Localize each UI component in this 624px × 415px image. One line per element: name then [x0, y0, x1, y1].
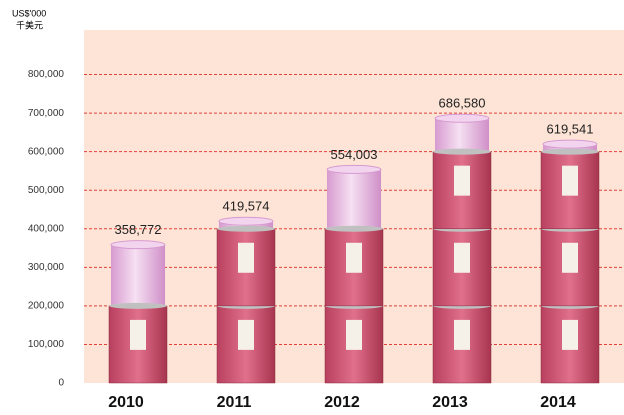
can-lid [217, 225, 275, 232]
value-label: 358,772 [115, 222, 162, 237]
bar [108, 240, 168, 384]
value-label: 686,580 [439, 96, 486, 111]
bar [540, 139, 600, 384]
bar-cap [218, 216, 274, 226]
can-label [238, 319, 254, 350]
bar [432, 113, 492, 384]
y-tick-label: 700,000 [28, 108, 65, 119]
can-label [454, 165, 470, 196]
bar-cap [434, 113, 490, 123]
can-lid [109, 302, 167, 309]
y-tick-label: 0 [58, 378, 64, 389]
can-label [238, 242, 254, 273]
can-label [562, 319, 578, 350]
y-tick-label: 400,000 [28, 223, 65, 234]
x-tick-label: 2011 [217, 394, 252, 411]
y-tick-label: 100,000 [28, 339, 65, 350]
can-label [130, 319, 146, 350]
value-label: 554,003 [331, 147, 378, 162]
can-label [454, 242, 470, 273]
can-label [346, 242, 362, 273]
x-tick-label: 2014 [540, 394, 576, 411]
x-tick-label: 2010 [108, 394, 144, 411]
bar-cap [542, 139, 598, 149]
x-tick-label: 2013 [432, 394, 468, 411]
can-label [454, 319, 470, 350]
y-tick-label: 200,000 [28, 301, 65, 312]
y-tick-label: 800,000 [28, 69, 65, 80]
bar [324, 164, 384, 384]
y-tick-label: 600,000 [28, 146, 65, 157]
x-tick-label: 2012 [324, 394, 360, 411]
can-lid [541, 148, 599, 155]
bar [216, 216, 276, 384]
can-label [346, 319, 362, 350]
bar-cap [110, 240, 166, 250]
can-label [562, 165, 578, 196]
value-label: 619,541 [547, 122, 594, 137]
y-axis-label: US$'000 [12, 8, 46, 18]
y-tick-label: 300,000 [28, 262, 65, 273]
y-axis-label: 千美元 [16, 19, 43, 30]
can-lid [325, 225, 383, 232]
bar-cap [326, 164, 382, 174]
y-tick-label: 500,000 [28, 185, 65, 196]
can-lid [433, 148, 491, 155]
value-label: 419,574 [223, 199, 270, 214]
can-label [562, 242, 578, 273]
